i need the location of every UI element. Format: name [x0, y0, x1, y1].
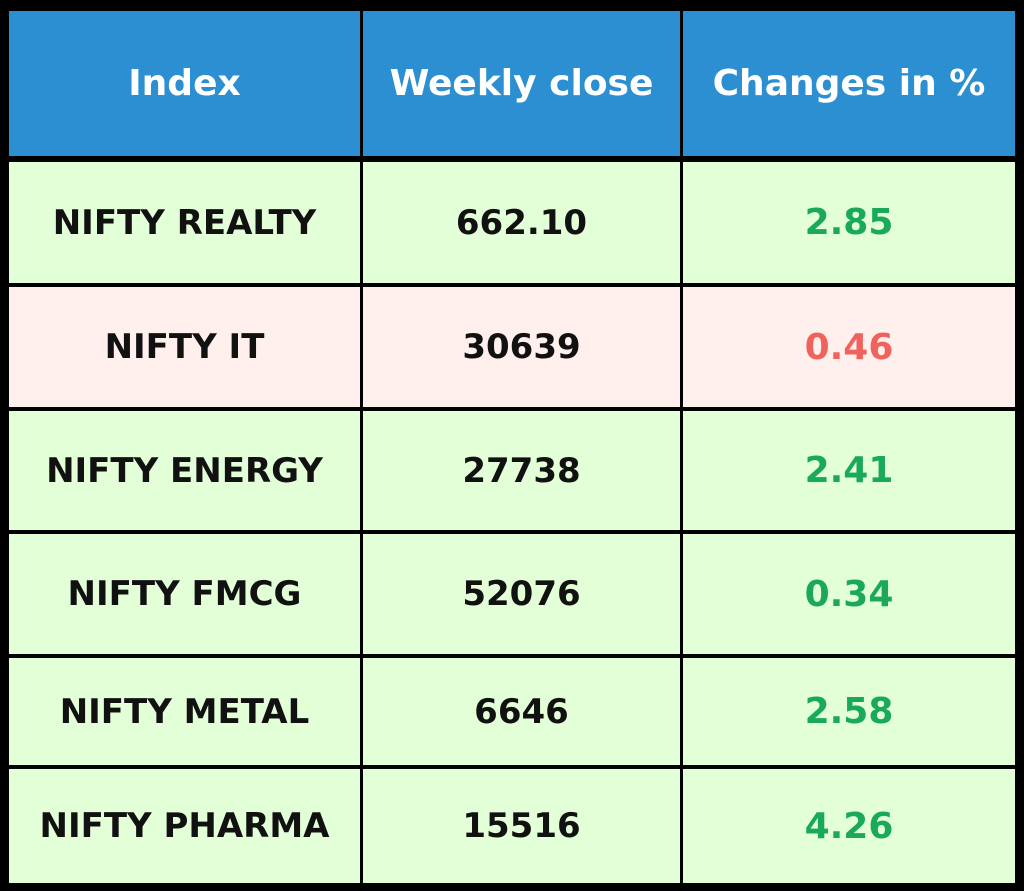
header-weekly-close: Weekly close	[363, 11, 680, 156]
header-changes-pct: Changes in %	[683, 11, 1015, 156]
cell-index: NIFTY PHARMA	[9, 769, 360, 883]
cell-index: NIFTY METAL	[9, 658, 360, 765]
cell-change: 2.58	[683, 658, 1015, 765]
header-index: Index	[9, 11, 360, 156]
cell-weekly-close: 27738	[363, 411, 680, 530]
cell-change: 4.26	[683, 769, 1015, 883]
cell-index: NIFTY ENERGY	[9, 411, 360, 530]
cell-weekly-close: 30639	[363, 287, 680, 407]
cell-change: 2.41	[683, 411, 1015, 530]
cell-weekly-close: 6646	[363, 658, 680, 765]
cell-weekly-close: 52076	[363, 534, 680, 654]
cell-weekly-close: 662.10	[363, 162, 680, 283]
cell-change: 0.46	[683, 287, 1015, 407]
cell-index: NIFTY IT	[9, 287, 360, 407]
cell-weekly-close: 15516	[363, 769, 680, 883]
cell-change: 0.34	[683, 534, 1015, 654]
cell-index: NIFTY FMCG	[9, 534, 360, 654]
cell-index: NIFTY REALTY	[9, 162, 360, 283]
cell-change: 2.85	[683, 162, 1015, 283]
